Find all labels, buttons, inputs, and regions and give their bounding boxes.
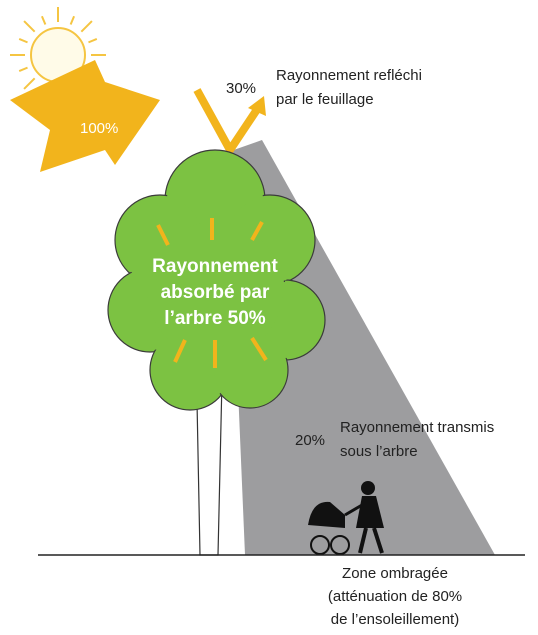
transmitted-percent: 20% [295, 432, 325, 449]
sun-ray [19, 39, 27, 42]
reflected-percent: 30% [226, 80, 256, 97]
sun-ray [71, 16, 74, 24]
absorbed-label: absorbé par [161, 282, 270, 303]
shade-zone-label: Zone ombragée [342, 565, 448, 582]
sun-ray [42, 16, 45, 24]
incoming-percent: 100% [80, 120, 118, 137]
reflected-arrow [197, 90, 258, 150]
sun-ray [24, 78, 35, 89]
reflected-label: par le feuillage [276, 91, 374, 108]
shade-zone-label: (atténuation de 80% [328, 588, 462, 605]
diagram: 100% 30% Rayonnement refléchi par le feu… [0, 0, 538, 635]
incoming-arrow [10, 60, 160, 172]
sun-ray [81, 21, 92, 32]
transmitted-label: Rayonnement transmis [340, 419, 494, 436]
sun-ray [24, 21, 35, 32]
sun-ray [88, 39, 96, 42]
absorbed-label: l’arbre 50% [164, 308, 265, 329]
reflected-label: Rayonnement refléchi [276, 67, 422, 84]
shade-zone-label: de l’ensoleillement) [331, 611, 459, 628]
absorbed-label: Rayonnement [152, 256, 278, 277]
transmitted-label: sous l’arbre [340, 443, 418, 460]
sun-ray [19, 68, 27, 71]
